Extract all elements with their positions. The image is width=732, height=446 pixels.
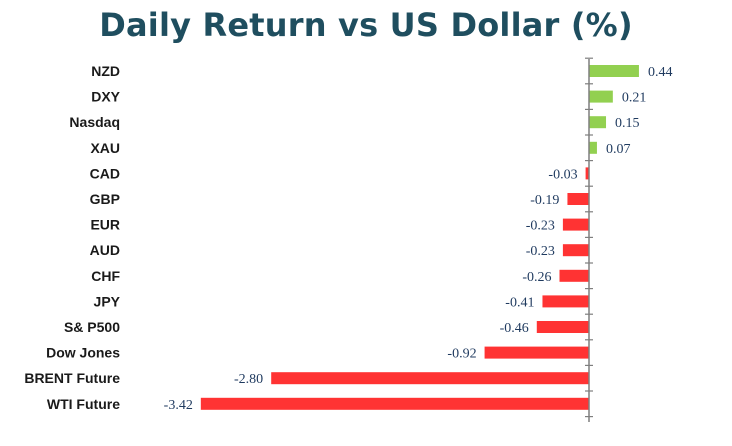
category-label: AUD xyxy=(90,242,120,258)
bar-s-p500 xyxy=(536,321,589,333)
data-label: 0.44 xyxy=(648,65,673,80)
bar-gbp xyxy=(567,193,589,205)
data-label: -0.26 xyxy=(522,270,551,285)
bar-jpy xyxy=(542,295,589,308)
data-label: 0.21 xyxy=(622,91,647,106)
category-label: CHF xyxy=(91,268,120,284)
category-label: EUR xyxy=(90,217,120,233)
data-label: -0.23 xyxy=(526,244,555,259)
category-label: WTI Future xyxy=(47,396,120,412)
bar-cad xyxy=(585,167,589,180)
data-label: 0.15 xyxy=(615,116,640,131)
data-label: -2.80 xyxy=(234,372,263,387)
data-label: -0.19 xyxy=(530,193,559,208)
data-label: 0.07 xyxy=(606,142,631,157)
bar-eur xyxy=(562,218,589,231)
category-label: S& P500 xyxy=(64,319,120,335)
data-label: -0.23 xyxy=(526,219,555,234)
category-label: CAD xyxy=(90,165,120,181)
data-label: -0.46 xyxy=(500,321,529,336)
category-label: BRENT Future xyxy=(24,370,120,386)
data-label: -0.41 xyxy=(505,295,534,310)
zero-axis xyxy=(585,57,593,422)
category-label: XAU xyxy=(90,140,120,156)
category-label: Dow Jones xyxy=(46,345,120,361)
data-label: -3.42 xyxy=(164,398,193,413)
bars-group xyxy=(200,65,639,410)
bar-brent-future xyxy=(271,372,589,385)
data-label: -0.03 xyxy=(548,167,577,182)
category-label: DXY xyxy=(91,89,120,105)
bar-aud xyxy=(562,244,589,257)
category-label: NZD xyxy=(91,63,120,79)
bar-wti-future xyxy=(200,397,589,410)
data-label: -0.92 xyxy=(447,347,476,362)
bar-nasdaq xyxy=(589,116,607,129)
category-label: GBP xyxy=(90,191,120,207)
bar-chf xyxy=(559,269,589,282)
bar-dow-jones xyxy=(484,346,589,359)
labels-group: NZD 0.44 DXY 0.21 Nasdaq 0.15 XAU 0.07 CAD -0.03 G… xyxy=(24,63,672,413)
category-label: Nasdaq xyxy=(69,114,120,130)
chart-title: Daily Return vs US Dollar (%) xyxy=(99,6,633,44)
category-label: JPY xyxy=(94,293,121,309)
bar-nzd xyxy=(589,65,639,77)
bar-xau xyxy=(589,141,597,154)
bar-dxy xyxy=(589,90,613,103)
